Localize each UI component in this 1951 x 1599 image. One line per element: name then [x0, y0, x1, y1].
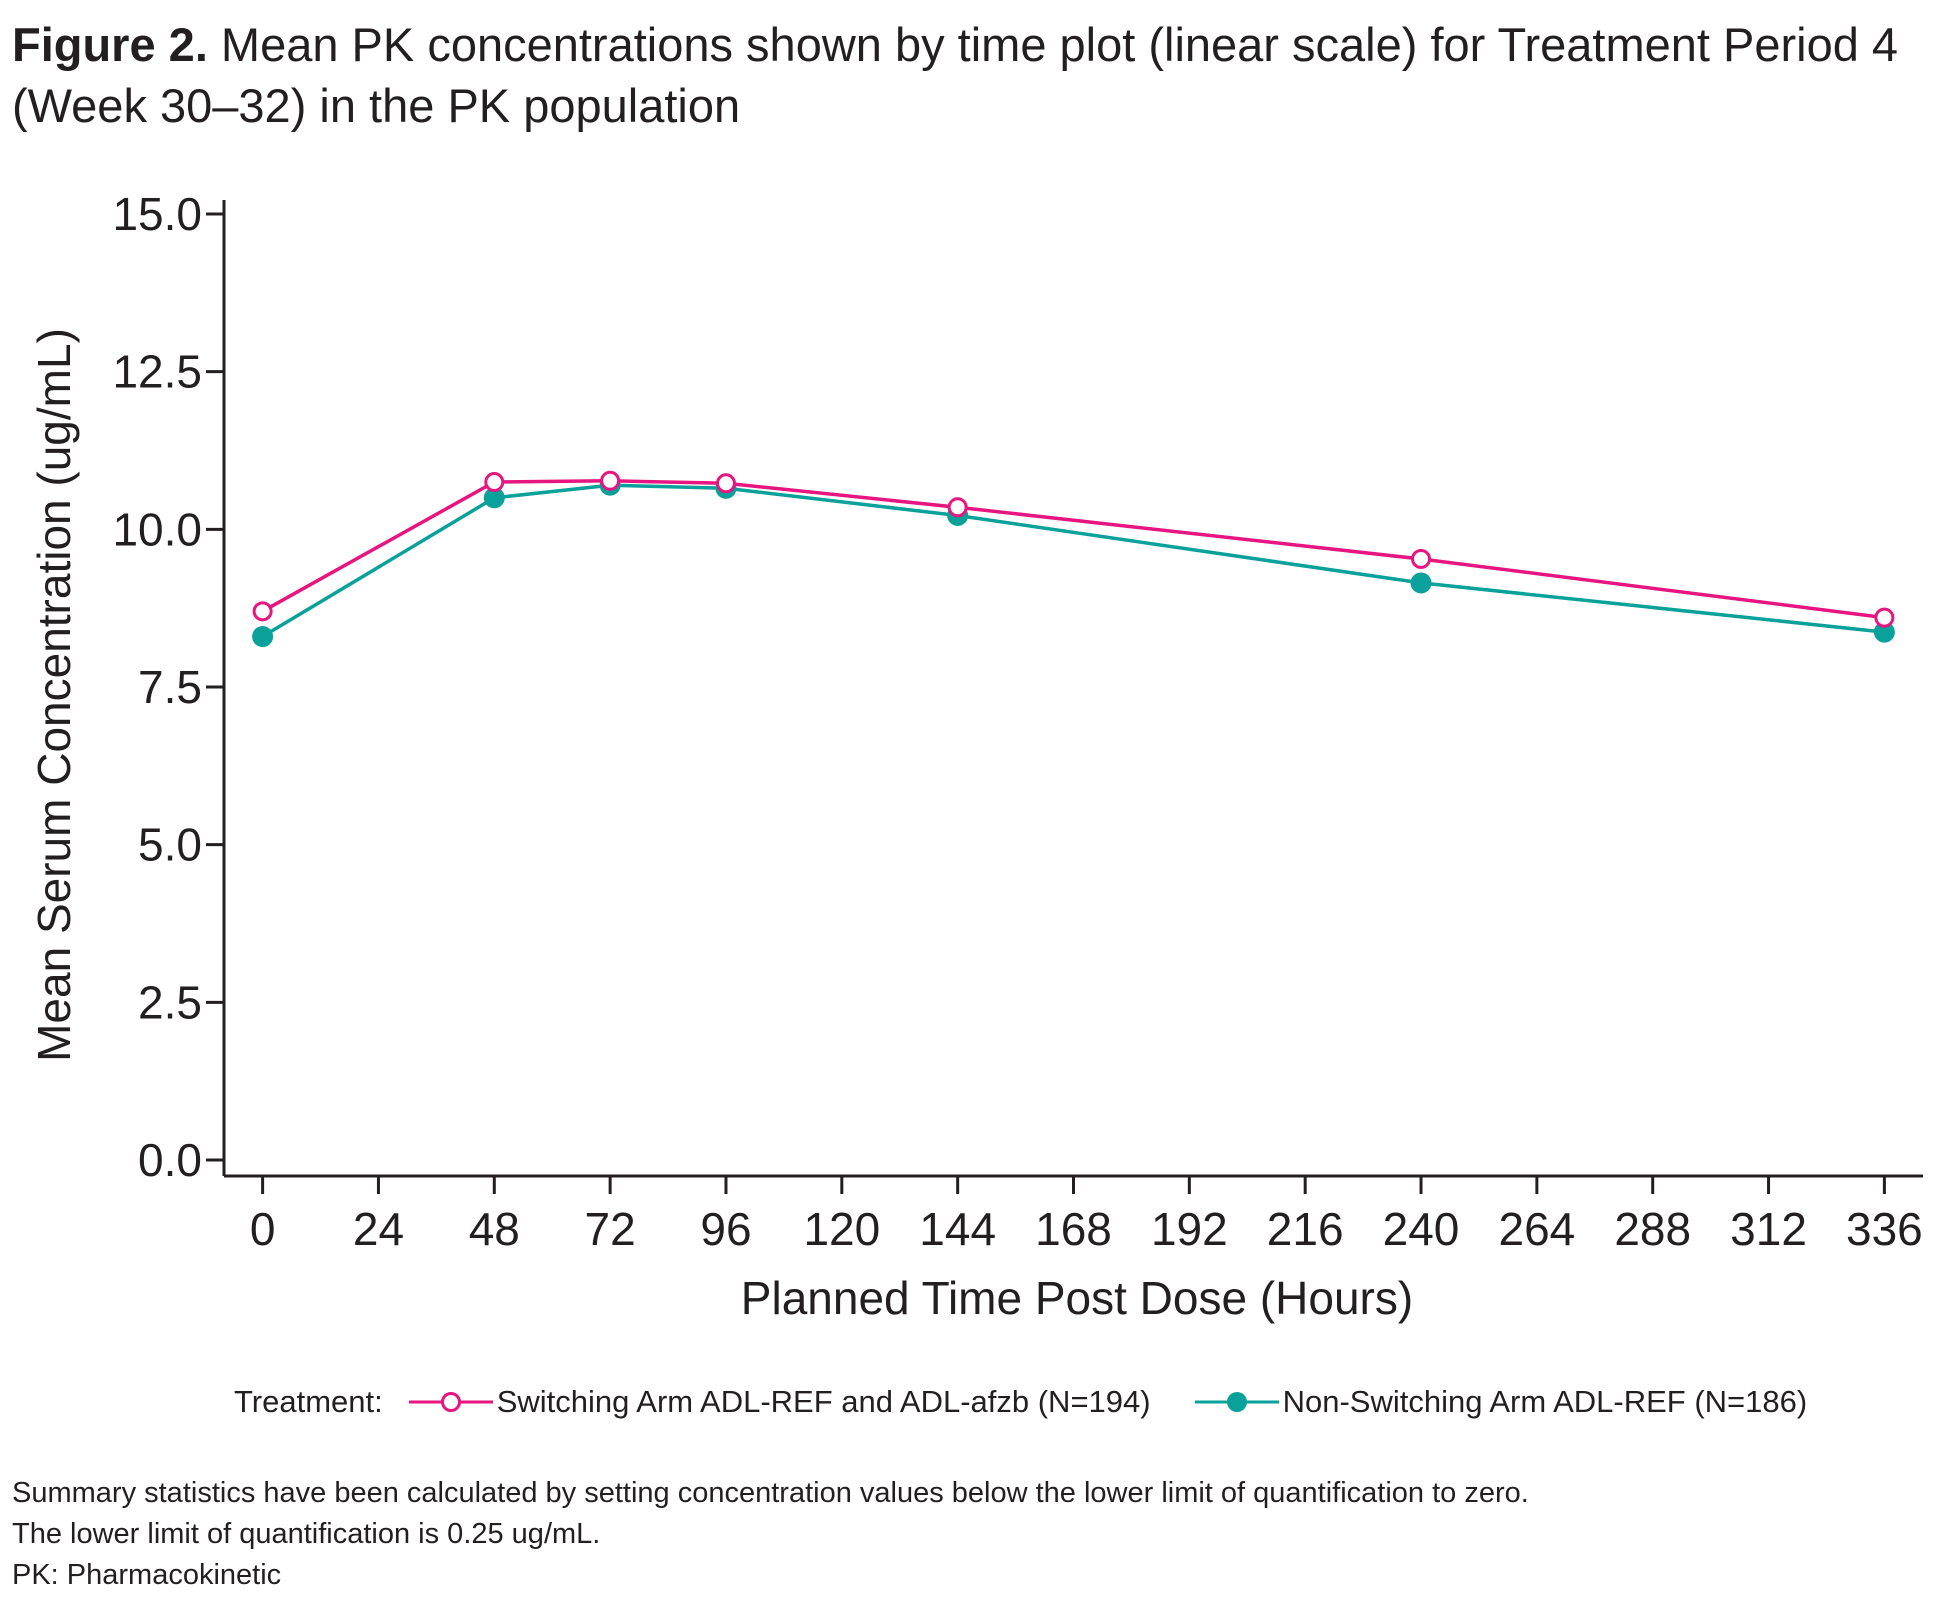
y-tick-label: 0.0: [138, 1134, 202, 1186]
x-tick-label: 0: [250, 1203, 276, 1255]
filled-circle-marker-icon: [1194, 1392, 1279, 1412]
series-line-non-switching: [261, 483, 1885, 639]
figure-title: Mean PK concentrations shown by time plo…: [12, 18, 1899, 132]
y-ticks: 0.0 2.5 5.0 7.5 10.0 12.5 15.0: [112, 188, 224, 1186]
data-point-switching: [252, 601, 273, 622]
x-tick-label: 288: [1614, 1203, 1691, 1255]
y-axis-title: Mean Serum Concentration (ug/mL): [28, 328, 80, 1062]
data-point-switching: [1411, 548, 1432, 569]
y-tick-label: 12.5: [112, 346, 202, 398]
x-tick-label: 240: [1383, 1203, 1460, 1255]
x-tick-label: 264: [1498, 1203, 1575, 1255]
y-tick-label: 5.0: [138, 819, 202, 871]
open-circle-marker-icon: [408, 1392, 493, 1412]
legend-item-switching: Switching Arm ADL-REF and ADL-afzb (N=19…: [408, 1384, 1151, 1420]
legend-label-switching: Switching Arm ADL-REF and ADL-afzb (N=19…: [496, 1384, 1151, 1419]
footnotes: Summary statistics have been calculated …: [12, 1473, 1529, 1596]
data-point-switching: [1874, 607, 1895, 628]
data-point-switching: [600, 470, 621, 491]
legend: Treatment: Switching Arm ADL-REF and ADL…: [234, 1377, 1851, 1427]
x-tick-label: 120: [803, 1203, 880, 1255]
x-tick-label: 48: [469, 1203, 520, 1255]
y-tick-label: 7.5: [138, 661, 202, 713]
x-tick-label: 192: [1151, 1203, 1228, 1255]
y-tick-label: 15.0: [112, 188, 202, 240]
x-ticks: 0 24 48 72 96 120 144 168 192 216 240 264 288 312 336: [250, 1176, 1923, 1255]
footnote-3: PK: Pharmacokinetic: [12, 1559, 282, 1591]
x-tick-label: 72: [585, 1203, 636, 1255]
y-tick-label: 10.0: [112, 503, 202, 555]
x-tick-label: 144: [919, 1203, 996, 1255]
x-tick-label: 336: [1846, 1203, 1923, 1255]
data-point-switching: [715, 473, 736, 494]
figure-caption: Figure 2. Mean PK concentrations shown b…: [12, 14, 1932, 136]
y-tick-label: 2.5: [138, 976, 202, 1028]
legend-title: Treatment:: [234, 1384, 383, 1419]
series-layer: [252, 470, 1895, 648]
x-tick-label: 96: [700, 1203, 751, 1255]
legend-item-non-switching: Non-Switching Arm ADL-REF (N=186): [1194, 1384, 1808, 1420]
data-point-non-switching: [1873, 621, 1895, 643]
data-point-non-switching: [1410, 572, 1432, 594]
footnote-1: Summary statistics have been calculated …: [12, 1477, 1529, 1509]
series-line-switching: [261, 479, 1885, 620]
footnote-2: The lower limit of quantification is 0.2…: [12, 1518, 601, 1550]
x-tick-label: 24: [353, 1203, 404, 1255]
x-tick-label: 312: [1730, 1203, 1807, 1255]
data-point-non-switching: [252, 626, 274, 648]
figure-label: Figure 2.: [12, 18, 208, 71]
axes: [222, 200, 1923, 1178]
x-axis-title: Planned Time Post Dose (Hours): [741, 1272, 1413, 1324]
data-point-switching: [947, 497, 968, 518]
data-point-switching: [484, 472, 505, 493]
legend-label-non-switching: Non-Switching Arm ADL-REF (N=186): [1282, 1384, 1808, 1419]
x-tick-label: 216: [1267, 1203, 1344, 1255]
data-point-non-switching: [483, 487, 505, 509]
x-tick-label: 168: [1035, 1203, 1112, 1255]
